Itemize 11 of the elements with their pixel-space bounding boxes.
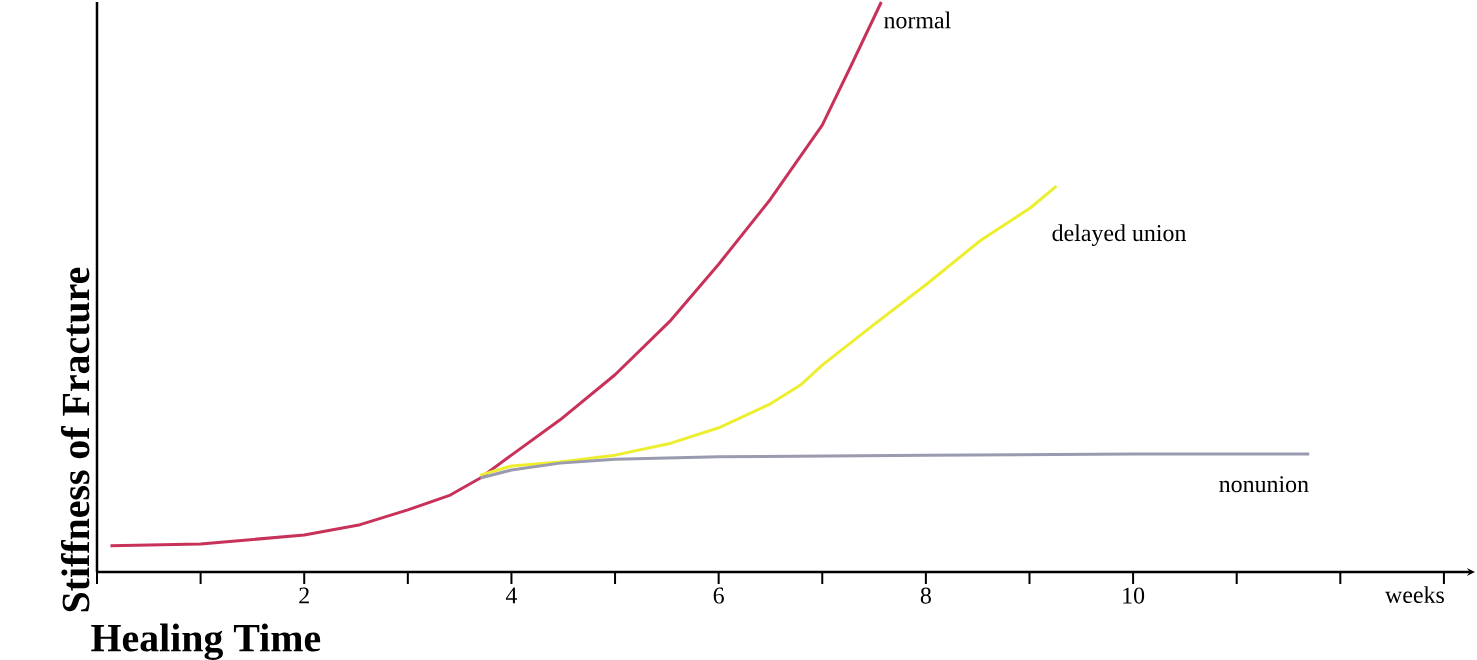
y-axis-title: Stiffness of Fracture bbox=[60, 267, 90, 612]
text: weeks bbox=[1385, 586, 1444, 604]
x-axis-title: Healing Time bbox=[91, 623, 321, 660]
x-tick-label: 4 bbox=[505, 587, 518, 604]
x-tick-label: 2 bbox=[299, 587, 309, 604]
series-label: nonunion bbox=[1219, 476, 1309, 493]
x-tick-label: 6 bbox=[713, 587, 724, 604]
series-label: normal bbox=[884, 11, 951, 29]
x-tick-label: 10 bbox=[1123, 587, 1145, 604]
x-tick-label: 8 bbox=[920, 587, 931, 604]
series-label: delayed union bbox=[1052, 224, 1187, 247]
